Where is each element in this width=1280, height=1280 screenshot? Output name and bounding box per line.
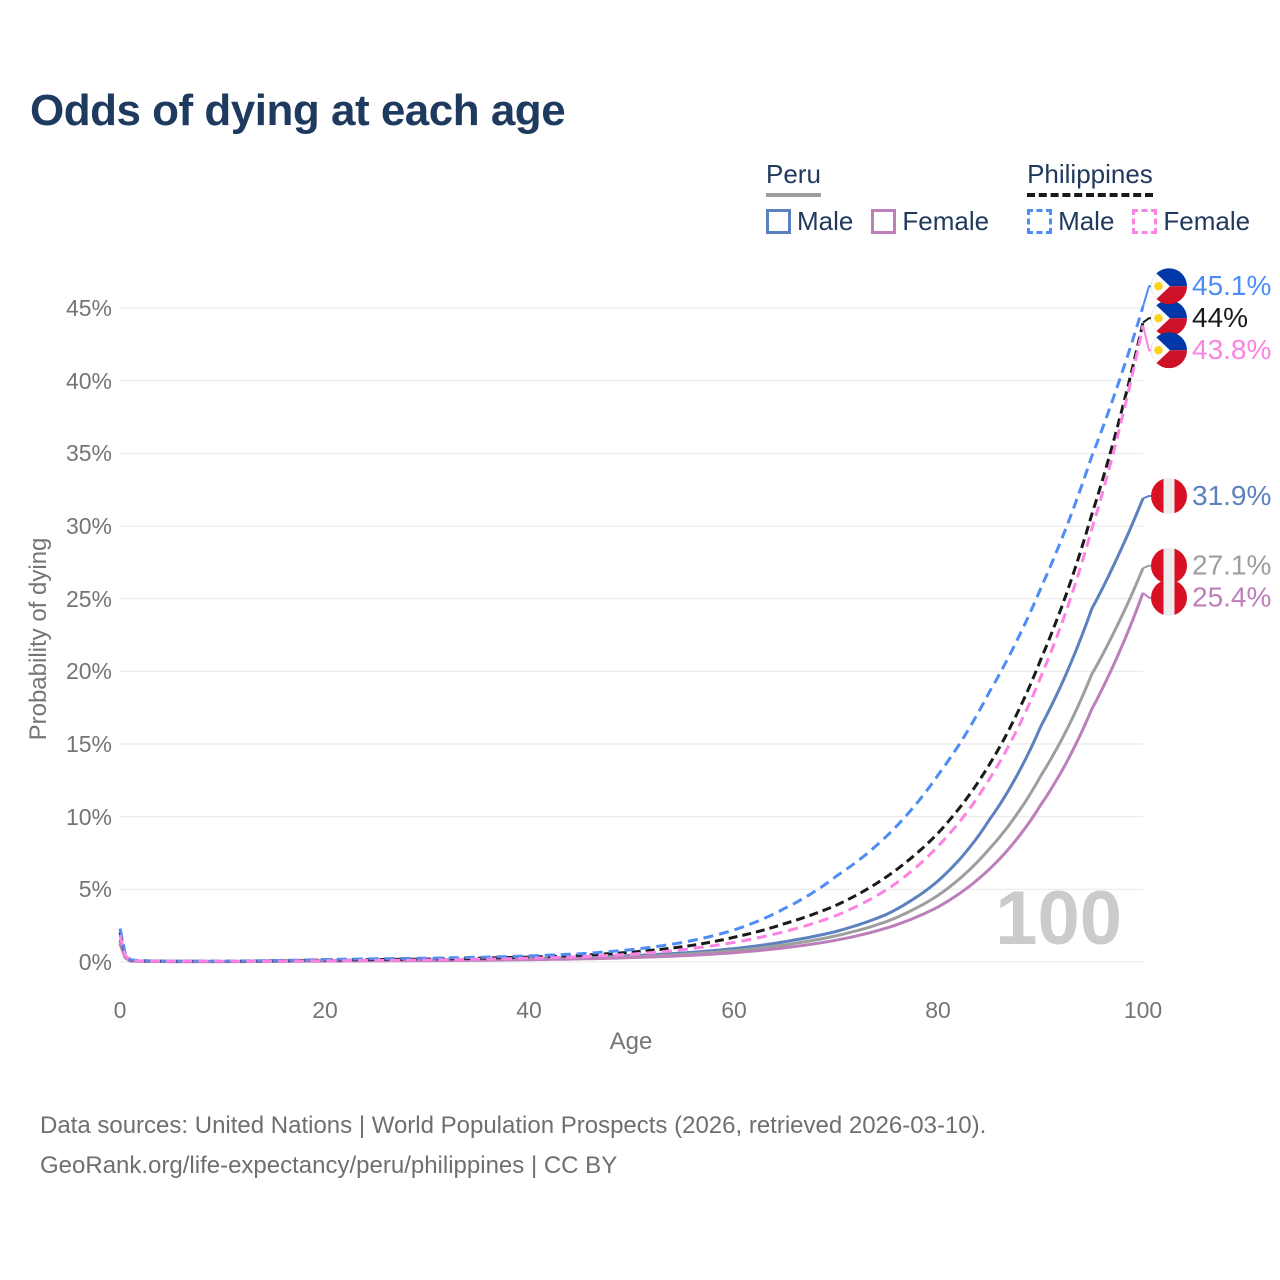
end-label-peru-male: 31.9%: [1142, 478, 1271, 514]
end-value-label: 45.1%: [1192, 270, 1271, 301]
end-value-label: 44%: [1192, 302, 1248, 333]
legend-item-philippines-male[interactable]: Male: [1027, 206, 1114, 237]
page-title: Odds of dying at each age: [30, 86, 566, 135]
curve-philippines-male[interactable]: [118, 306, 1145, 963]
legend-item-philippines-female[interactable]: Female: [1132, 206, 1250, 237]
footer-data-sources: Data sources: United Nations | World Pop…: [40, 1112, 987, 1139]
x-tick-label: 20: [312, 997, 338, 1023]
y-tick-label: 10%: [66, 804, 112, 830]
peru-male-line-swatch-icon: [766, 209, 791, 234]
peru-female-line-swatch-icon: [871, 209, 897, 234]
y-tick-label: 30%: [66, 513, 112, 539]
end-value-label: 25.4%: [1192, 582, 1271, 613]
x-axis-title: Age: [610, 1028, 653, 1055]
y-tick-label: 20%: [66, 658, 112, 684]
philippines-male-line-swatch-icon: [1027, 209, 1053, 234]
end-value-label: 27.1%: [1192, 550, 1271, 581]
y-tick-label: 5%: [79, 876, 112, 902]
end-label-philippines-female: 43.8%: [1142, 325, 1271, 368]
philippines-flag-icon: [1151, 332, 1187, 368]
legend-country-philippines[interactable]: Philippines: [1027, 159, 1153, 197]
curve-peru-male[interactable]: [118, 497, 1145, 963]
legend-item-label: Male: [1058, 206, 1115, 236]
philippines-flag-icon: [1151, 268, 1187, 304]
peru-flag-icon: [1151, 548, 1187, 584]
legend-country-peru[interactable]: Peru: [766, 159, 821, 197]
end-label-peru-female: 25.4%: [1142, 580, 1271, 616]
legend-group-peru: Peru Male Female: [766, 159, 989, 237]
y-tick-label: 35%: [66, 440, 112, 466]
y-tick-label: 45%: [66, 295, 112, 321]
x-tick-label: 40: [516, 997, 542, 1023]
end-label-peru-both-sexes: 27.1%: [1142, 548, 1271, 584]
footer-attribution: GeoRank.org/life-expectancy/peru/philipp…: [40, 1152, 618, 1179]
legend-item-label: Male: [797, 206, 854, 236]
x-tick-label: 80: [925, 997, 951, 1023]
end-label-philippines-male: 45.1%: [1142, 268, 1271, 307]
peru-flag-icon: [1151, 580, 1187, 616]
legend-item-peru-male[interactable]: Male: [766, 206, 853, 237]
hover-age-indicator: 100: [995, 876, 1122, 961]
legend-item-label: Female: [1163, 206, 1251, 236]
legend-item-label: Female: [902, 206, 990, 236]
end-label-philippines-both-sexes: 44%: [1142, 300, 1248, 336]
philippines-female-line-swatch-icon: [1132, 209, 1158, 234]
peru-flag-icon: [1151, 478, 1187, 514]
x-tick-label: 0: [114, 997, 127, 1023]
legend-item-peru-female[interactable]: Female: [871, 206, 989, 237]
legend-group-philippines: Philippines Male Female: [1027, 159, 1250, 237]
curve-philippines-both-sexes[interactable]: [118, 322, 1145, 963]
legend: Peru Male Female Philippines Male: [766, 159, 1250, 237]
mortality-line-chart[interactable]: 100 0% 5% 10% 15% 20% 25% 30% 35% 40% 45…: [0, 240, 1280, 1060]
y-tick-label: 40%: [66, 368, 112, 394]
y-axis-title: Probability of dying: [25, 538, 52, 741]
y-tick-label: 0%: [79, 949, 112, 975]
y-tick-label: 25%: [66, 586, 112, 612]
curve-philippines-female[interactable]: [118, 325, 1145, 963]
x-tick-label: 100: [1124, 997, 1162, 1023]
philippines-flag-icon: [1151, 300, 1187, 336]
end-value-label: 31.9%: [1192, 480, 1271, 511]
x-tick-label: 60: [721, 997, 747, 1023]
y-tick-label: 15%: [66, 731, 112, 757]
footer: Data sources: United Nations | World Pop…: [40, 1106, 986, 1186]
end-value-label: 43.8%: [1192, 334, 1271, 365]
